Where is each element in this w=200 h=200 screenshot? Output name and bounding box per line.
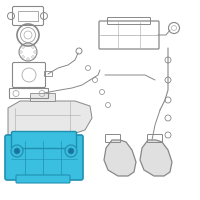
Circle shape bbox=[11, 145, 23, 157]
Polygon shape bbox=[8, 101, 92, 135]
FancyBboxPatch shape bbox=[12, 132, 76, 148]
Bar bbox=[18, 11, 38, 21]
Polygon shape bbox=[30, 93, 55, 101]
Polygon shape bbox=[140, 140, 172, 176]
FancyBboxPatch shape bbox=[16, 175, 70, 183]
Bar bbox=[44, 71, 52, 76]
Polygon shape bbox=[104, 140, 136, 176]
FancyBboxPatch shape bbox=[5, 135, 83, 180]
Circle shape bbox=[68, 148, 74, 154]
Circle shape bbox=[65, 145, 77, 157]
Circle shape bbox=[14, 148, 20, 154]
